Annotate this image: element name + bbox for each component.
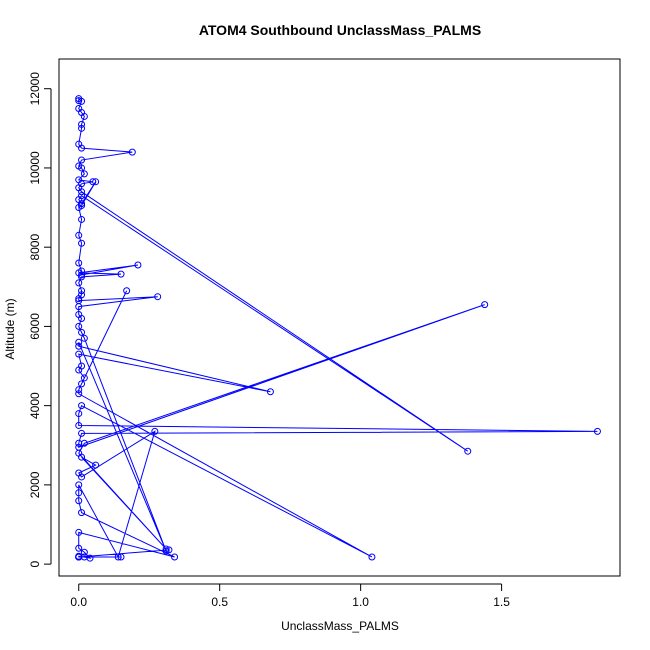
y-tick-label: 4000	[28, 392, 42, 419]
plot-area-border	[58, 58, 621, 577]
y-tick-label: 8000	[28, 234, 42, 261]
data-point	[75, 350, 83, 358]
data-point	[89, 178, 97, 186]
y-tick-label: 12000	[28, 72, 42, 106]
x-tick-label: 0.5	[211, 595, 228, 609]
data-point	[266, 388, 274, 396]
data-point	[80, 170, 88, 178]
data-point	[117, 270, 125, 278]
data-point	[80, 334, 88, 342]
data-point	[162, 545, 170, 553]
data-point	[78, 97, 86, 105]
data-point	[78, 215, 86, 223]
data-point	[128, 148, 136, 156]
data-point	[75, 231, 83, 239]
data-point	[75, 259, 83, 267]
chart-title: ATOM4 Southbound UnclassMass_PALMS	[199, 22, 481, 38]
data-point	[464, 447, 472, 455]
data-point	[75, 303, 83, 311]
data-point	[78, 239, 86, 247]
data-point	[78, 453, 86, 461]
data-point	[80, 374, 88, 382]
x-axis: 0.0 0.5 1.0 1.5	[70, 583, 510, 609]
series-line	[77, 97, 598, 559]
y-tick-label: 6000	[28, 313, 42, 340]
data-point	[78, 380, 86, 388]
data-point	[78, 164, 86, 172]
data-point	[75, 295, 83, 303]
data-point	[78, 473, 86, 481]
data-point	[80, 112, 88, 120]
data-point	[123, 287, 131, 295]
data-point	[75, 204, 83, 212]
data-point	[134, 261, 142, 269]
x-tick-label: 0.0	[70, 595, 87, 609]
data-point	[165, 546, 173, 554]
data-point	[78, 429, 86, 437]
data-point	[75, 97, 83, 105]
data-point	[78, 509, 86, 517]
data-point	[75, 410, 83, 418]
data-point	[78, 328, 86, 336]
data-point	[75, 528, 83, 536]
data-point	[78, 120, 86, 128]
data-point	[78, 124, 86, 132]
data-point	[92, 461, 100, 469]
data-point	[593, 427, 601, 435]
data-point	[78, 144, 86, 152]
data-point	[171, 553, 179, 561]
data-point	[78, 287, 86, 295]
data-series	[75, 95, 601, 562]
data-point	[114, 553, 122, 561]
y-tick-label: 0	[28, 560, 42, 567]
y-axis: 0 2000 4000 6000 8000 10000 12000	[28, 72, 52, 567]
data-point	[75, 322, 83, 330]
data-point	[368, 553, 376, 561]
data-point	[75, 386, 83, 394]
data-point	[75, 489, 83, 497]
data-point	[78, 156, 86, 164]
data-point	[75, 338, 83, 346]
data-point	[75, 544, 83, 552]
data-point	[75, 390, 83, 398]
x-tick-label: 1.0	[352, 595, 369, 609]
data-point	[75, 279, 83, 287]
data-point	[75, 421, 83, 429]
y-tick-label: 2000	[28, 471, 42, 498]
data-point	[75, 342, 83, 350]
data-point	[92, 178, 100, 186]
x-tick-label: 1.5	[493, 595, 510, 609]
y-axis-label: Altitude (m)	[3, 298, 17, 359]
data-point	[78, 273, 86, 281]
data-point	[75, 497, 83, 505]
data-point	[151, 427, 159, 435]
data-point	[80, 548, 88, 556]
data-point	[117, 553, 125, 561]
x-axis-label: UnclassMass_PALMS	[281, 619, 399, 633]
data-point	[78, 188, 86, 196]
data-point	[78, 402, 86, 410]
data-point	[75, 366, 83, 374]
data-point	[481, 301, 489, 309]
data-point	[80, 439, 88, 447]
data-point	[75, 481, 83, 489]
data-point	[154, 293, 162, 301]
data-point	[78, 314, 86, 322]
y-tick-label: 10000	[28, 151, 42, 185]
data-point	[75, 553, 83, 561]
